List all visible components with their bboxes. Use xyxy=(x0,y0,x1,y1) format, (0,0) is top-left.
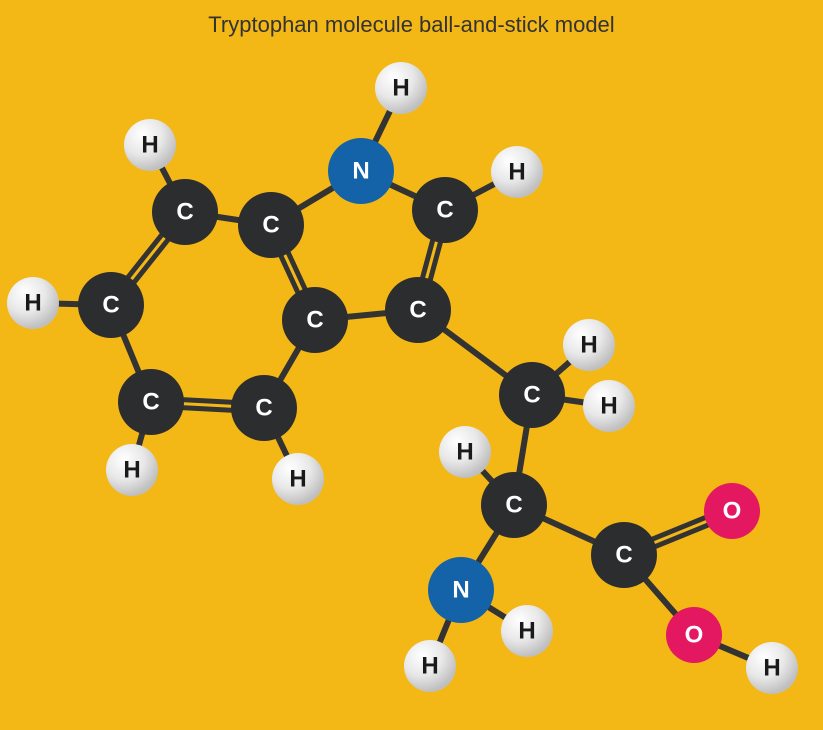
atoms-layer: H N C C H C C C H C H C H C H C H H C H C O O H N H H xyxy=(7,62,798,694)
atom-label: C xyxy=(523,382,540,409)
molecule-svg: H N C C H C C C H C H C H C H C H H C H C O O H N H H xyxy=(0,0,823,730)
atom-label: H xyxy=(518,618,535,645)
atom-label: H xyxy=(392,75,409,102)
atom-label: H xyxy=(141,132,158,159)
atom-label: H xyxy=(421,653,438,680)
atom-label: C xyxy=(505,492,522,519)
atom-label: C xyxy=(142,389,159,416)
atom-label: N xyxy=(352,158,369,185)
atom-label: C xyxy=(306,307,323,334)
atom-label: C xyxy=(409,297,426,324)
atom-label: H xyxy=(763,655,780,682)
atom-label: H xyxy=(123,457,140,484)
atom-label: C xyxy=(262,212,279,239)
atom-label: C xyxy=(255,395,272,422)
atom-label: N xyxy=(452,577,469,604)
atom-label: H xyxy=(24,290,41,317)
atom-label: H xyxy=(600,393,617,420)
atom-label: C xyxy=(615,542,632,569)
diagram-canvas: H N C C H C C C H C H C H C H C H H C H C O O H N H H Tryptophan m… xyxy=(0,0,823,730)
diagram-title: Tryptophan molecule ball-and-stick model xyxy=(0,12,823,38)
atom-label: H xyxy=(289,466,306,493)
atom-label: O xyxy=(723,498,742,525)
atom-label: O xyxy=(685,622,704,649)
atom-label: C xyxy=(436,197,453,224)
atom-label: C xyxy=(102,292,119,319)
atom-label: H xyxy=(508,159,525,186)
atom-label: C xyxy=(176,199,193,226)
atom-label: H xyxy=(456,439,473,466)
atom-label: H xyxy=(580,332,597,359)
